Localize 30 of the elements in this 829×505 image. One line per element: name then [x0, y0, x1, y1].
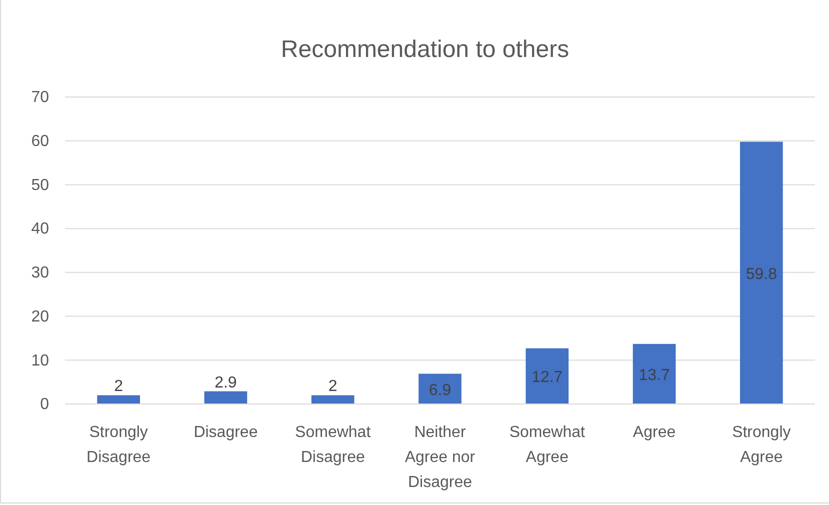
y-tick-label: 50 — [31, 176, 50, 194]
bar — [418, 374, 462, 404]
data-label: 12.7 — [532, 369, 563, 386]
y-tick-label: 40 — [31, 220, 50, 238]
data-label: 59.8 — [746, 266, 778, 283]
y-tick-label: 20 — [31, 308, 50, 326]
y-tick-label: 0 — [40, 396, 50, 414]
y-tick-label: 70 — [31, 89, 50, 106]
data-label: 2.9 — [214, 374, 237, 392]
x-tick-label: Disagree — [194, 424, 258, 441]
x-tick-label: Neither Agree nor Disagree — [404, 424, 476, 491]
bar — [632, 344, 676, 404]
data-label: 2 — [328, 378, 338, 396]
bar — [740, 142, 783, 404]
data-label: 13.7 — [638, 366, 670, 384]
chart-title: Recommendation to others — [280, 36, 570, 63]
bar — [311, 395, 354, 404]
bar — [526, 348, 569, 404]
bar — [204, 391, 248, 404]
y-tick-label: 30 — [31, 264, 50, 282]
bar — [97, 395, 140, 404]
x-tick-label: Agree — [632, 424, 676, 441]
x-tick-label: Somewhat Agree — [509, 424, 586, 466]
data-label: 6.9 — [428, 382, 452, 399]
x-tick-label: Somewhat Disagree — [295, 424, 372, 466]
x-tick-label: Strongly Disagree — [86, 424, 151, 466]
y-tick-label: 60 — [31, 132, 50, 150]
x-tick-label: Strongly Agree — [732, 424, 791, 466]
y-tick-label: 10 — [31, 352, 50, 370]
data-label: 2 — [114, 378, 124, 396]
